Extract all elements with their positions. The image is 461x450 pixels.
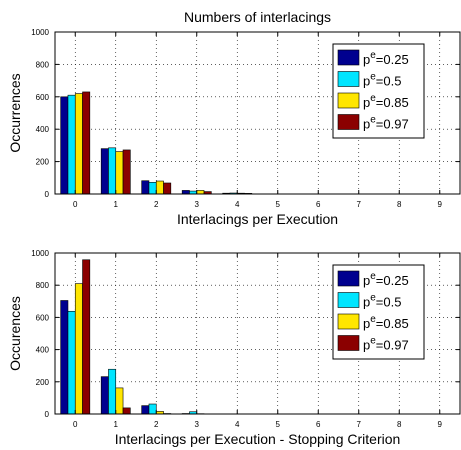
bar-2-3 bbox=[196, 190, 205, 195]
x-tick-label: 3 bbox=[195, 200, 200, 209]
bar-1-1 bbox=[108, 368, 117, 415]
x-tick-label: 4 bbox=[235, 420, 240, 429]
bar-1-2 bbox=[148, 182, 157, 195]
chart-interlacings: 0 200 400 600 800 1000 0 1 2 3 4 5 6 7 8 9 Numbers of in… bbox=[7, 9, 461, 227]
x-tick-label: 8 bbox=[397, 200, 402, 209]
bar-3-1 bbox=[122, 407, 131, 415]
bar-1-1 bbox=[108, 147, 117, 195]
y-tick-label: 800 bbox=[36, 60, 50, 69]
bar-2-1 bbox=[115, 387, 124, 415]
x-tick-label: 0 bbox=[73, 200, 78, 209]
x-tick-label: 7 bbox=[357, 420, 362, 429]
x-tick-label: 1 bbox=[114, 420, 119, 429]
y-tick-label: 600 bbox=[36, 313, 50, 322]
legend-label: pe=0.85 bbox=[363, 93, 409, 110]
legend-label: pe=0.25 bbox=[363, 271, 409, 288]
y-tick-label: 400 bbox=[36, 346, 50, 355]
y-tick-label: 0 bbox=[45, 410, 50, 419]
x-tick-label: 2 bbox=[154, 200, 159, 209]
bar-1-0 bbox=[67, 310, 76, 415]
chart-title: Numbers of interlacings bbox=[184, 9, 331, 25]
legend-swatch bbox=[337, 335, 360, 351]
legend-swatch bbox=[337, 71, 360, 87]
legend-swatch bbox=[337, 313, 360, 330]
bar-0-3 bbox=[181, 190, 190, 195]
y-axis-label: Occurences bbox=[7, 296, 23, 371]
bar-2-0 bbox=[74, 283, 83, 415]
legend-label: pe=0.25 bbox=[363, 50, 409, 67]
y-tick-label: 400 bbox=[36, 125, 50, 134]
legend-label: pe=0.97 bbox=[363, 115, 409, 132]
axes-box bbox=[54, 31, 461, 195]
x-tick-label: 6 bbox=[316, 200, 321, 209]
bar-0-1 bbox=[100, 376, 109, 415]
x-tick-label: 5 bbox=[276, 200, 281, 209]
x-tick-label: 1 bbox=[114, 200, 119, 209]
y-tick-label: 600 bbox=[36, 93, 50, 102]
y-tick-label: 800 bbox=[36, 281, 50, 290]
y-tick-label: 0 bbox=[45, 190, 50, 199]
chart-interlacings-stopping-criterion: 0 200 400 600 800 1000 0 1 2 3 4 5 6 7 8 9 Interlacings … bbox=[7, 249, 461, 447]
legend-swatch bbox=[337, 292, 360, 308]
legend-label: pe=0.5 bbox=[363, 293, 401, 310]
legend-swatch bbox=[337, 92, 360, 109]
y-tick-label: 200 bbox=[36, 378, 50, 387]
legend-swatch bbox=[337, 114, 360, 130]
x-axis-label: Interlacings per Execution bbox=[177, 211, 338, 227]
x-tick-label: 4 bbox=[235, 200, 240, 209]
bar-3-0 bbox=[82, 259, 91, 415]
bar-3-2 bbox=[163, 182, 172, 195]
bar-3-1 bbox=[122, 149, 131, 195]
x-tick-label: 8 bbox=[397, 420, 402, 429]
bar-0-2 bbox=[141, 180, 150, 195]
bar-1-0 bbox=[67, 94, 76, 195]
legend: pe=0.25 pe=0.5 pe=0.85 pe=0.97 bbox=[332, 43, 425, 139]
x-tick-label: 6 bbox=[316, 420, 321, 429]
legend: pe=0.25 pe=0.5 pe=0.85 pe=0.97 bbox=[332, 264, 425, 360]
legend-label: pe=0.85 bbox=[363, 314, 409, 331]
legend-label: pe=0.5 bbox=[363, 72, 401, 89]
x-axis-label: Interlacings per Execution - Stopping Cr… bbox=[115, 431, 401, 447]
bar-1-2 bbox=[148, 403, 157, 415]
axes-box bbox=[54, 252, 461, 415]
y-tick-label: 1000 bbox=[31, 28, 49, 37]
x-tick-label: 0 bbox=[73, 420, 78, 429]
bar-3-0 bbox=[82, 91, 91, 195]
bar-2-1 bbox=[115, 151, 124, 195]
bar-2-0 bbox=[74, 93, 83, 195]
x-tick-label: 3 bbox=[195, 420, 200, 429]
bar-2-2 bbox=[155, 180, 164, 195]
y-tick-label: 1000 bbox=[31, 249, 49, 258]
x-tick-label: 2 bbox=[154, 420, 159, 429]
bar-0-2 bbox=[141, 405, 150, 415]
legend-label: pe=0.97 bbox=[363, 336, 409, 353]
x-tick-label: 9 bbox=[438, 420, 443, 429]
x-tick-label: 9 bbox=[438, 200, 443, 209]
legend-swatch bbox=[337, 270, 360, 287]
x-tick-label: 5 bbox=[276, 420, 281, 429]
x-tick-label: 7 bbox=[357, 200, 362, 209]
bar-0-0 bbox=[60, 96, 69, 195]
y-axis-label: Occurrences bbox=[7, 73, 23, 152]
bar-0-0 bbox=[60, 300, 69, 415]
legend-swatch bbox=[337, 49, 360, 66]
bar-0-1 bbox=[100, 148, 109, 195]
y-tick-label: 200 bbox=[36, 158, 50, 167]
